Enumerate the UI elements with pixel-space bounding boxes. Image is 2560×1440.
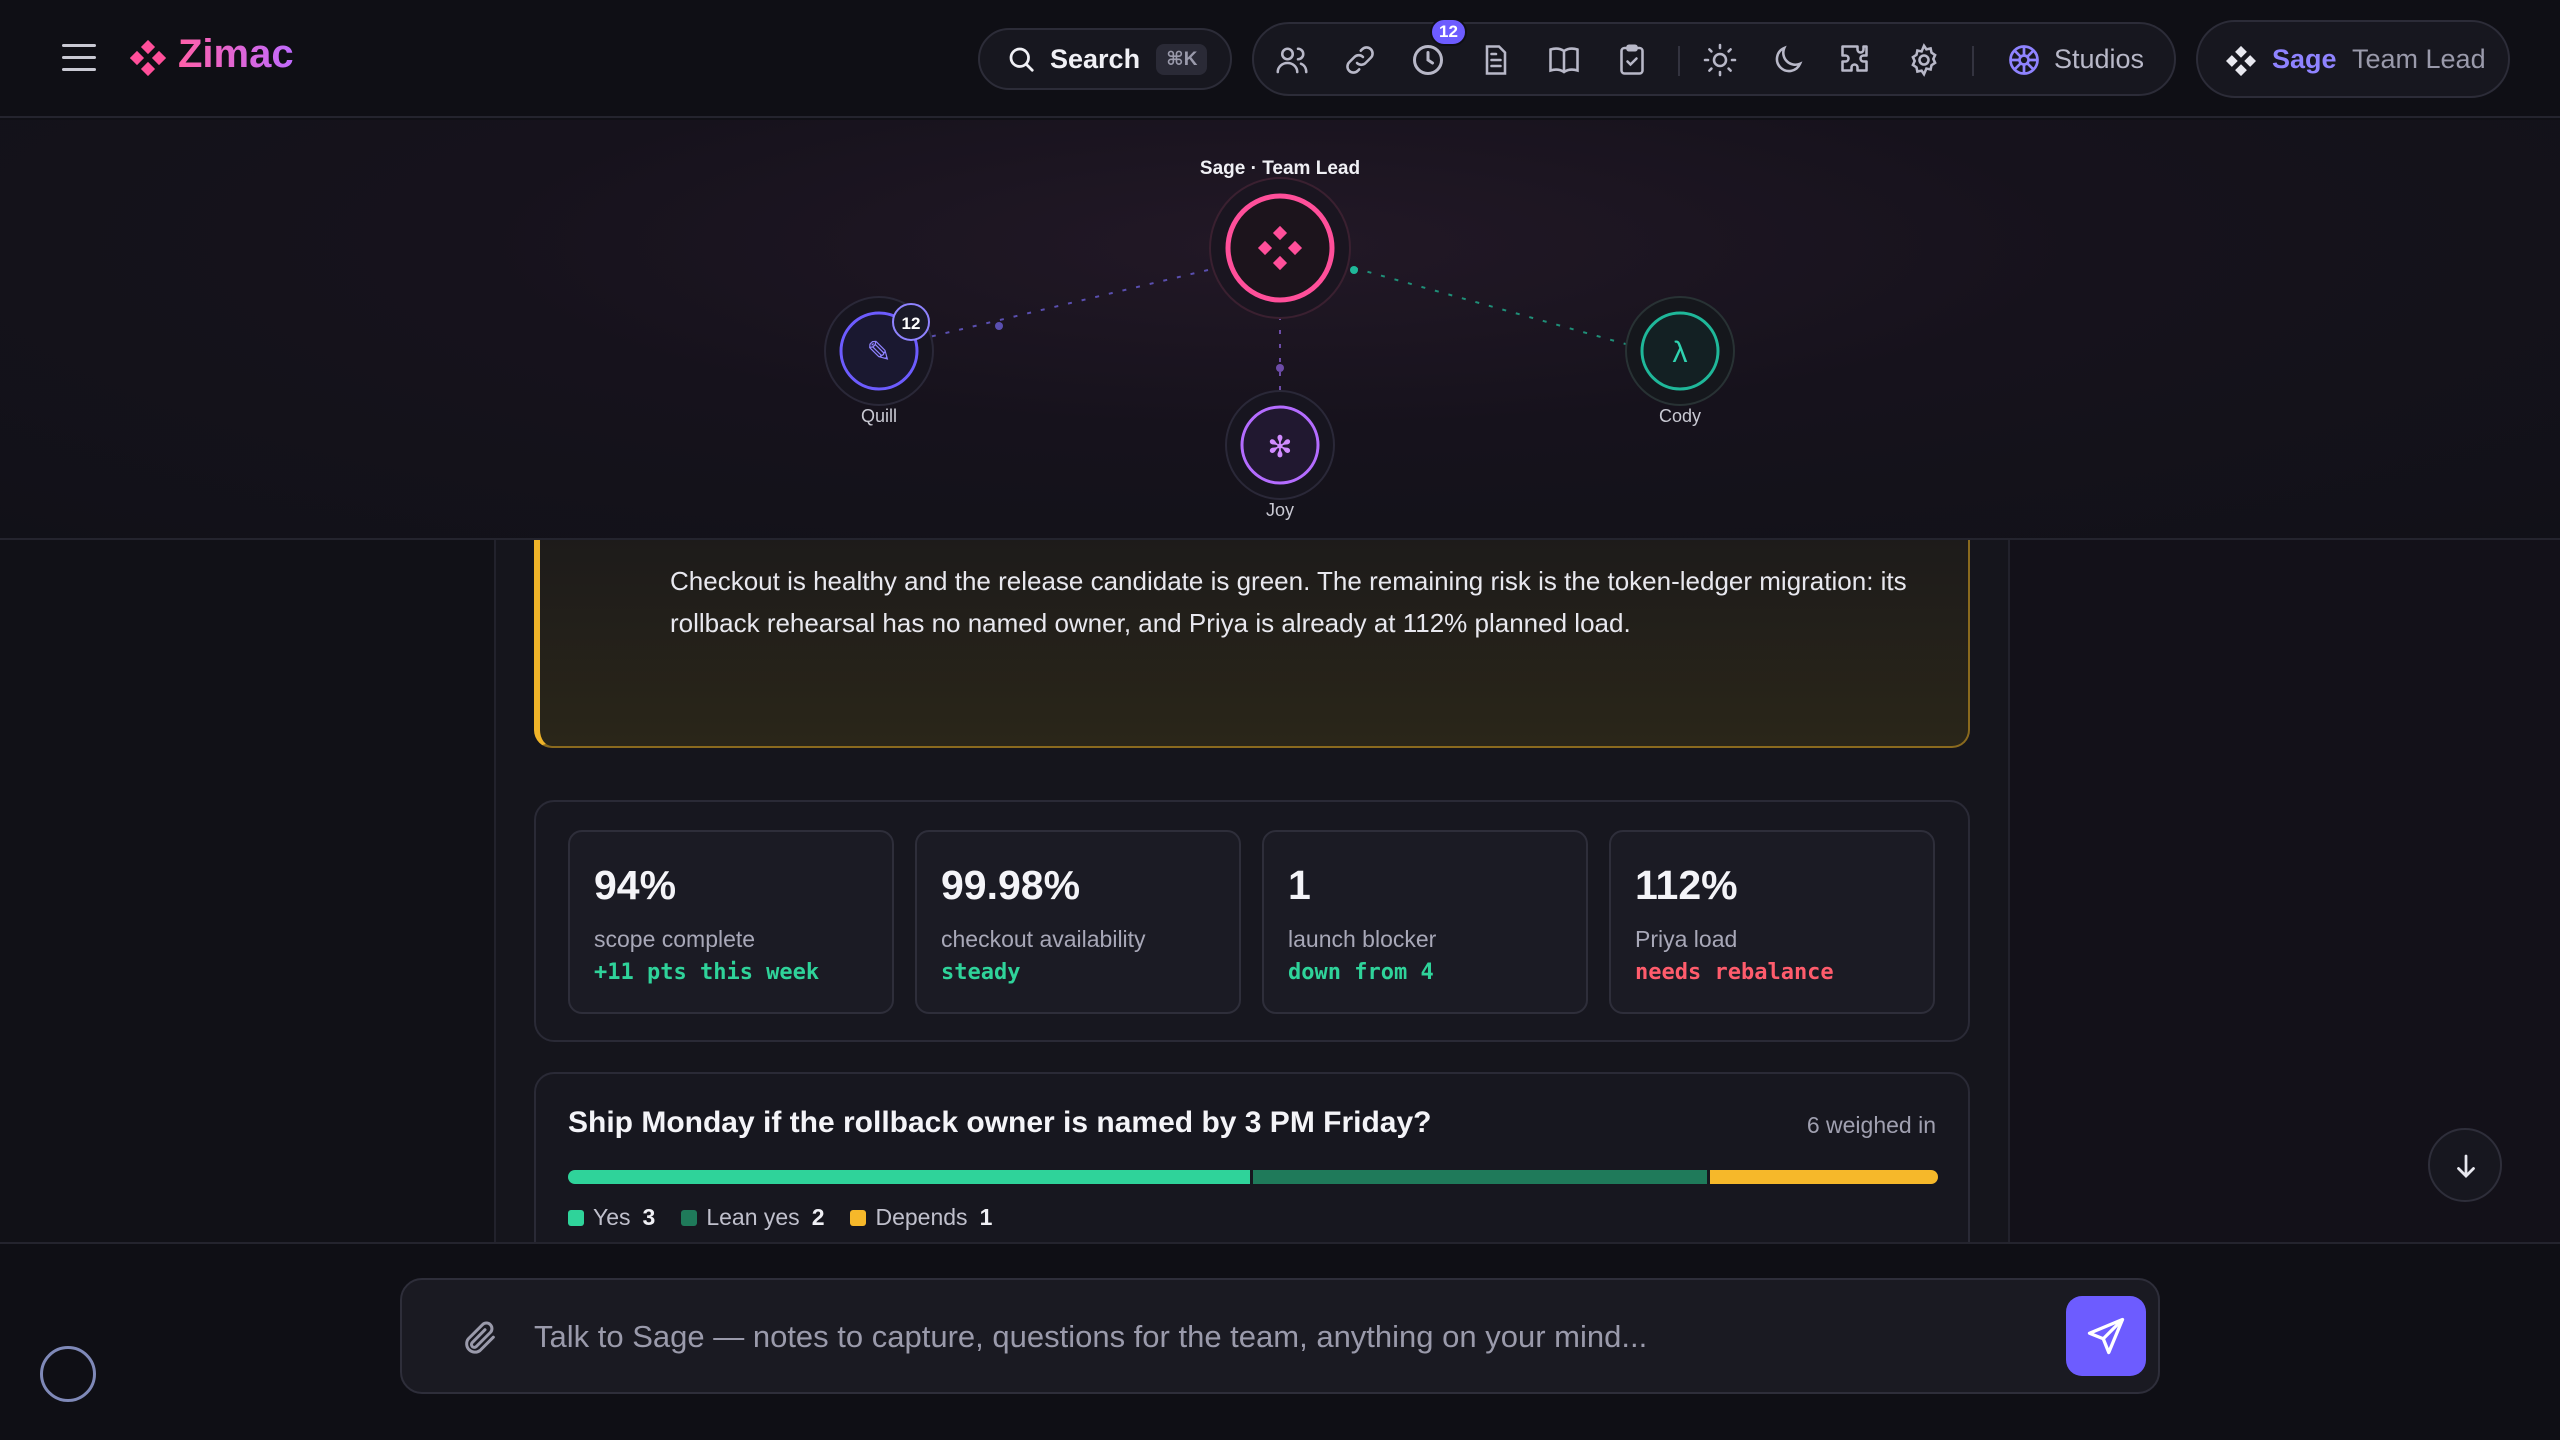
quill-icon: ✎ xyxy=(866,336,891,369)
studios-icon[interactable] xyxy=(2006,42,2042,78)
cody-icon: λ xyxy=(1673,336,1688,369)
stat-value: 112% xyxy=(1635,862,1738,908)
agent-name: Sage xyxy=(2272,44,2337,74)
search-button[interactable]: Search ⌘K xyxy=(978,28,1232,90)
agent-switcher[interactable]: Sage Team Lead xyxy=(2196,20,2510,98)
send-icon xyxy=(2087,1317,2125,1355)
quill-badge: 12 xyxy=(902,314,921,333)
poll-legend: Yes 3 Lean yes 2 Depends 1 xyxy=(568,1204,1018,1231)
stat-card: 1 launch blocker down from 4 xyxy=(1262,830,1588,1014)
gear-icon[interactable] xyxy=(1906,42,1942,78)
book-icon[interactable] xyxy=(1546,42,1582,78)
swatch-icon xyxy=(681,1209,698,1226)
sun-icon[interactable] xyxy=(1702,42,1738,78)
poll-segment xyxy=(568,1170,1253,1184)
poll-option[interactable]: Yes 3 xyxy=(568,1204,655,1231)
app-name: Zimac xyxy=(178,32,294,76)
stat-label: checkout availability xyxy=(941,926,1146,952)
puzzle-icon[interactable] xyxy=(1838,42,1874,78)
left-pane xyxy=(0,540,496,1242)
paperclip-icon[interactable] xyxy=(460,1318,500,1358)
poll-option[interactable]: Lean yes 2 xyxy=(681,1204,824,1231)
history-badge: 12 xyxy=(1430,18,1467,46)
poll-segment xyxy=(1253,1170,1710,1184)
stat-card: 99.98% checkout availability steady xyxy=(915,830,1241,1014)
right-pane xyxy=(2008,540,2560,1242)
moon-icon[interactable] xyxy=(1770,42,1806,78)
menu-icon[interactable] xyxy=(62,44,96,74)
connector-quill xyxy=(899,269,1209,345)
stat-label: scope complete xyxy=(594,926,756,952)
studios-button[interactable]: Studios xyxy=(2054,44,2145,74)
lead-logo-icon xyxy=(1257,225,1303,271)
status-ring-icon[interactable] xyxy=(40,1346,96,1402)
stat-label: launch blocker xyxy=(1288,926,1437,952)
joy-icon: ✻ xyxy=(1267,431,1292,464)
toolbar-divider xyxy=(1972,46,1974,76)
option-count: 3 xyxy=(642,1204,656,1230)
agent-role: Team Lead xyxy=(2352,44,2486,74)
history-icon[interactable] xyxy=(1410,42,1446,78)
agent-logo-icon xyxy=(2226,46,2256,76)
search-label: Search xyxy=(1050,43,1141,74)
clipboard-icon[interactable] xyxy=(1614,42,1650,78)
message-input[interactable] xyxy=(534,1310,1954,1364)
cody-label: Cody xyxy=(1659,406,1701,426)
logo-icon xyxy=(130,40,166,76)
stat-delta: +11 pts this week xyxy=(594,960,820,985)
stat-label: Priya load xyxy=(1635,926,1738,952)
node-joy[interactable]: ✻ xyxy=(1225,390,1335,500)
swatch-icon xyxy=(850,1209,867,1226)
toolbar: 12 Studios xyxy=(1252,18,2176,96)
risk-summary-card: Checkout is healthy and the release cand… xyxy=(534,540,1970,748)
search-shortcut: ⌘K xyxy=(1156,43,1208,75)
stat-value: 94% xyxy=(594,862,677,908)
option-count: 2 xyxy=(811,1204,825,1230)
team-graph: Sage · Team Lead ✎ 12 Quill ✻ Joy λ Cody xyxy=(0,120,2560,540)
poll-option[interactable]: Depends 1 xyxy=(850,1204,992,1231)
stat-delta: steady xyxy=(941,960,1021,985)
composer-bar xyxy=(0,1242,2560,1440)
node-quill[interactable]: ✎ 12 xyxy=(824,296,934,406)
quill-label: Quill xyxy=(861,406,897,426)
option-count: 1 xyxy=(979,1204,993,1230)
poll-segment xyxy=(1709,1170,1938,1184)
stat-card: 112% Priya load needs rebalance xyxy=(1609,830,1935,1014)
scroll-to-bottom-button[interactable] xyxy=(2428,1128,2502,1202)
toolbar-divider xyxy=(1678,46,1680,76)
stats-panel: 94% scope complete +11 pts this week 99.… xyxy=(534,800,1970,1042)
send-button[interactable] xyxy=(2066,1296,2146,1376)
conversation-feed[interactable]: Checkout is healthy and the release cand… xyxy=(496,540,2008,1242)
joy-label: Joy xyxy=(1266,500,1294,520)
option-label: Lean yes xyxy=(706,1204,800,1230)
poll-question: Ship Monday if the rollback owner is nam… xyxy=(568,1106,1432,1139)
top-bar: Zimac Search ⌘K 12 Studios Sage xyxy=(0,0,2560,118)
option-label: Yes xyxy=(593,1204,631,1230)
lead-node[interactable] xyxy=(1209,177,1351,319)
search-icon xyxy=(1009,47,1034,72)
stat-card: 94% scope complete +11 pts this week xyxy=(568,830,894,1014)
poll-count: 6 weighed in xyxy=(1806,1112,1936,1138)
option-label: Depends xyxy=(875,1204,968,1230)
composer xyxy=(400,1278,2160,1394)
summary-text: Checkout is healthy and the release cand… xyxy=(670,566,1907,638)
document-icon[interactable] xyxy=(1478,42,1514,78)
people-icon[interactable] xyxy=(1274,42,1310,78)
stat-value: 99.98% xyxy=(941,862,1081,908)
lead-label: Sage · Team Lead xyxy=(1200,158,1360,179)
stat-delta: down from 4 xyxy=(1288,960,1434,985)
stat-value: 1 xyxy=(1288,862,1311,908)
swatch-icon xyxy=(568,1209,584,1226)
poll-result-bar xyxy=(568,1170,1938,1184)
connector-cody xyxy=(1353,267,1641,349)
node-cody[interactable]: λ xyxy=(1625,296,1735,406)
stat-delta: needs rebalance xyxy=(1635,960,1834,985)
poll-card: Ship Monday if the rollback owner is nam… xyxy=(534,1072,1970,1242)
link-icon[interactable] xyxy=(1342,42,1378,78)
arrow-down-icon xyxy=(2457,1154,2475,1178)
